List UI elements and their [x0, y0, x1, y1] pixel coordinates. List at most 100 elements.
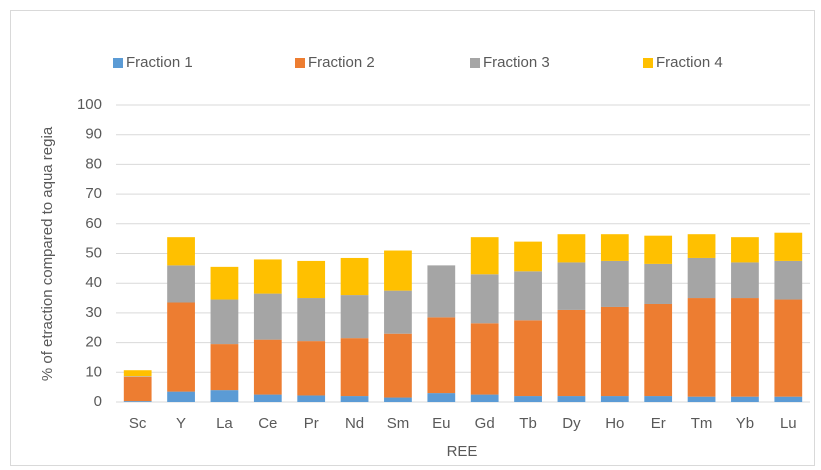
- y-tick-label: 20: [85, 334, 102, 351]
- bar-segment: [731, 262, 759, 299]
- bar-segment: [340, 295, 369, 339]
- bar-segment: [297, 395, 326, 402]
- x-tick-label: Dy: [562, 415, 581, 432]
- bar-segment: [600, 396, 629, 402]
- x-tick-label: Sm: [387, 415, 410, 432]
- bar-segment: [167, 391, 195, 402]
- bar-segment: [600, 260, 629, 307]
- bar-segment: [514, 271, 542, 321]
- y-tick-label: 80: [85, 155, 102, 172]
- bar-segment: [427, 393, 456, 402]
- bar-segment: [774, 299, 803, 397]
- x-tick-label: Tb: [519, 415, 537, 432]
- bar-segment: [384, 250, 412, 291]
- bar-segment: [600, 234, 629, 261]
- legend-label: Fraction 3: [483, 54, 550, 71]
- bar-segment: [253, 259, 282, 294]
- bar-segment: [644, 263, 673, 304]
- x-tick-label: Gd: [475, 415, 495, 432]
- bar-segment: [427, 317, 456, 394]
- bar-segment: [340, 257, 369, 296]
- bar-segment: [731, 237, 759, 263]
- bar-segment: [210, 344, 239, 391]
- x-tick-label: Pr: [304, 415, 319, 432]
- bar-segment: [123, 370, 152, 377]
- x-tick-label: Nd: [345, 415, 364, 432]
- bar-segment: [384, 333, 412, 398]
- bar-segment: [470, 323, 499, 395]
- x-tick-label: Eu: [432, 415, 450, 432]
- bar-segment: [557, 396, 586, 402]
- bar-segment: [774, 260, 803, 300]
- legend-swatch: [295, 58, 305, 68]
- bar-segment: [340, 338, 369, 397]
- x-tick-label: Yb: [736, 415, 754, 432]
- x-tick-label: Ce: [258, 415, 277, 432]
- y-tick-label: 90: [85, 126, 102, 143]
- legend-label: Fraction 1: [126, 54, 193, 71]
- x-tick-label: Ho: [605, 415, 624, 432]
- legend-label: Fraction 4: [656, 54, 723, 71]
- bar-segment: [297, 260, 326, 299]
- bar-segment: [167, 265, 195, 303]
- bar-segment: [514, 396, 542, 402]
- bar-segment: [557, 262, 586, 310]
- y-tick-label: 100: [77, 96, 102, 113]
- bar-segment: [557, 234, 586, 263]
- x-tick-label: Lu: [780, 415, 797, 432]
- bar-segment: [470, 274, 499, 324]
- bar-segment: [297, 341, 326, 396]
- y-tick-label: 0: [94, 393, 102, 410]
- bar-segment: [644, 396, 673, 402]
- bar-segment: [557, 309, 586, 397]
- bar-segment: [427, 265, 456, 318]
- bar-segment: [470, 394, 499, 402]
- bar-segment: [774, 396, 803, 402]
- bar-segment: [253, 339, 282, 395]
- bar-segment: [644, 235, 673, 264]
- bar-segment: [167, 302, 195, 392]
- bar-segment: [731, 396, 759, 402]
- bar-segment: [340, 396, 369, 402]
- legend-label: Fraction 2: [308, 54, 375, 71]
- y-tick-label: 10: [85, 363, 102, 380]
- bar-segment: [600, 306, 629, 397]
- bar-segment: [384, 397, 412, 402]
- bar-segment: [470, 237, 499, 275]
- y-tick-label: 40: [85, 274, 102, 291]
- bar-segment: [297, 298, 326, 342]
- legend-swatch: [643, 58, 653, 68]
- bar-segment: [123, 376, 152, 377]
- bar-segment: [253, 293, 282, 340]
- x-tick-label: Sc: [129, 415, 147, 432]
- x-tick-label: Y: [176, 415, 186, 432]
- bar-segment: [384, 290, 412, 334]
- x-tick-label: Tm: [691, 415, 713, 432]
- legend-swatch: [470, 58, 480, 68]
- x-tick-label: Er: [651, 415, 666, 432]
- legend-swatch: [113, 58, 123, 68]
- bar-segment: [123, 376, 152, 402]
- bar-segment: [644, 303, 673, 397]
- bar-segment: [731, 298, 759, 397]
- bar-segment: [514, 320, 542, 397]
- y-tick-label: 70: [85, 185, 102, 202]
- bar-segment: [210, 266, 239, 300]
- y-tick-label: 30: [85, 304, 102, 321]
- bar-segment: [123, 401, 152, 402]
- bar-segment: [167, 237, 195, 266]
- y-tick-label: 60: [85, 215, 102, 232]
- bar-segment: [210, 390, 239, 402]
- x-axis-title: REE: [447, 443, 478, 460]
- bar-segment: [687, 234, 716, 258]
- bar-segment: [687, 257, 716, 299]
- bar-segment: [210, 299, 239, 345]
- y-tick-label: 50: [85, 244, 102, 261]
- y-axis-title: % of etraction compared to aqua regia: [39, 126, 56, 381]
- x-tick-label: La: [216, 415, 233, 432]
- bar-segment: [253, 394, 282, 402]
- bar-segment: [514, 241, 542, 272]
- bar-segment: [774, 232, 803, 261]
- bar-segment: [687, 396, 716, 402]
